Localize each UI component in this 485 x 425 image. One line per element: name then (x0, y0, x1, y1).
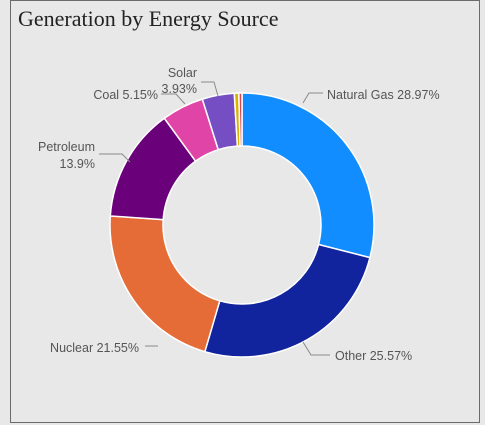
chart-title: Generation by Energy Source (18, 6, 279, 31)
data-label: 3.93% (162, 82, 197, 96)
data-label: Solar (168, 66, 197, 80)
slice-natural-gas[interactable] (241, 92, 375, 259)
donut-slices (109, 92, 375, 358)
slice-other[interactable] (203, 243, 371, 358)
slice-labels: Natural Gas 28.97% Other 25.57% Nuclear 21… (38, 66, 440, 363)
leader-lines (99, 81, 330, 356)
data-label: 13.9% (60, 157, 95, 171)
leader-line (302, 341, 330, 356)
leader-line (161, 93, 186, 105)
leader-line (201, 81, 219, 97)
data-label: Nuclear 21.55% (50, 341, 139, 355)
slice-nuclear[interactable] (109, 215, 221, 353)
leader-line (302, 92, 323, 104)
data-label: Other 25.57% (335, 349, 412, 363)
slice-unlabeled-7[interactable] (238, 92, 243, 147)
data-label: Coal 5.15% (93, 88, 158, 102)
leader-line (99, 153, 131, 163)
data-label: Natural Gas 28.97% (327, 88, 440, 102)
data-label: Petroleum (38, 140, 95, 154)
